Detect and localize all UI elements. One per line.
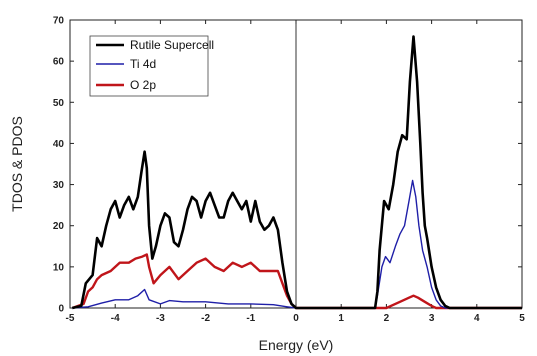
series-line-ti-4d	[72, 179, 522, 309]
y-tick-label: 70	[53, 16, 65, 27]
x-tick-label: 0	[293, 313, 299, 324]
legend-label-o-2p: O 2p	[130, 78, 156, 92]
y-tick-label: 60	[53, 57, 65, 68]
y-tick-label: 30	[53, 180, 65, 191]
legend-label-rutile-supercell: Rutile Supercell	[130, 38, 214, 52]
x-tick-label: -3	[156, 313, 165, 324]
x-tick-label: 4	[474, 313, 480, 324]
x-tick-label: 2	[384, 313, 390, 324]
x-axis-title: Energy (eV)	[259, 337, 334, 353]
y-tick-label: 10	[53, 262, 65, 273]
y-tick-label: 50	[53, 98, 65, 109]
y-tick-label: 0	[58, 304, 64, 315]
legend-label-ti-4d: Ti 4d	[130, 57, 156, 71]
x-tick-label: 3	[429, 313, 435, 324]
series-line-o-2p	[71, 253, 522, 310]
x-tick-label: 5	[519, 313, 525, 324]
legend: Rutile Supercell Ti 4d O 2p	[89, 35, 214, 97]
x-tick-label: -1	[246, 313, 255, 324]
x-tick-label: -2	[201, 313, 210, 324]
series-line-rutile-supercell	[72, 35, 522, 310]
x-tick-label: -5	[66, 313, 75, 324]
y-tick-label: 40	[53, 139, 65, 150]
y-tick-label: 20	[53, 221, 65, 232]
y-axis-title: TDOS & PDOS	[9, 116, 25, 212]
series-layer	[71, 35, 522, 310]
x-tick-label: 1	[338, 313, 344, 324]
x-tick-label: -4	[111, 313, 120, 324]
